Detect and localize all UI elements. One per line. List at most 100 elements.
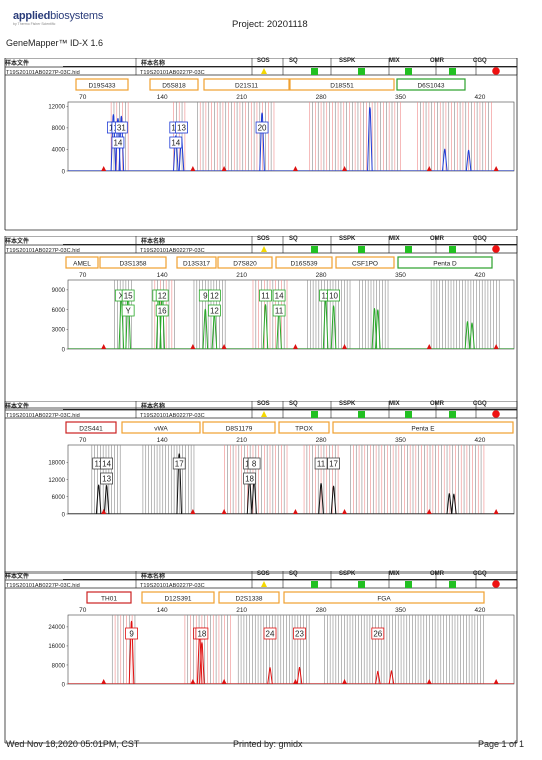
marker-label: AMEL [73, 261, 91, 268]
allele-label-box [371, 627, 385, 640]
allele-label-lower: 14 [113, 139, 122, 148]
mix-flag-green [405, 68, 412, 75]
x-tick-label: 420 [475, 607, 486, 614]
y-tick-label: 9000 [52, 288, 66, 294]
col-sos: SOS [257, 571, 270, 577]
allele-label-lower: 18 [245, 475, 254, 484]
peak [441, 148, 448, 172]
marker-box [278, 421, 330, 434]
marker-box [86, 591, 132, 604]
plot-frame [67, 101, 515, 172]
marker-label: D16S539 [290, 261, 317, 268]
col-omr: OMR [430, 401, 444, 407]
x-tick-label: 70 [79, 437, 87, 444]
artifact-triangle [426, 344, 432, 349]
x-tick-label: 420 [475, 272, 486, 279]
allele-label-box [259, 289, 272, 302]
allele-label: 18 [197, 630, 206, 639]
allele-label: 11 [321, 292, 330, 301]
x-tick-label: 140 [157, 607, 168, 614]
allele-label: 9 [129, 630, 134, 639]
peak [118, 115, 125, 172]
electropherogram-black: T19S20101AB0227P-03C.hid T19S20101AB0227P… [4, 401, 518, 574]
plot-frame [67, 279, 515, 350]
peak [367, 107, 373, 172]
peak [296, 667, 303, 685]
artifact-triangle [493, 679, 499, 684]
allele-label-box [121, 289, 135, 302]
allele-label-lower: 13 [102, 475, 111, 484]
peak [469, 322, 475, 350]
x-tick-label: 420 [475, 94, 486, 101]
allele-label-box [125, 627, 138, 640]
allele-label-lower: Y [125, 307, 131, 316]
col-cgq: CGQ [473, 571, 487, 577]
x-tick-label: 140 [157, 94, 168, 101]
applied-biosystems-logo: appliedbiosystems by Thermo Fisher Scien… [13, 10, 103, 26]
marker-label: D12S391 [164, 596, 191, 603]
col-cgq: CGQ [473, 58, 487, 64]
marker-label: D18S51 [330, 83, 354, 90]
marker-box [218, 591, 280, 604]
marker-box [396, 78, 466, 91]
allele-label-box-lower [111, 136, 125, 149]
allele-label-lower: 12 [210, 307, 219, 316]
peak [318, 483, 324, 515]
col-sample-name: 样本名称 [141, 239, 166, 245]
peak [388, 670, 395, 685]
artifact-triangle [426, 679, 432, 684]
artifact-triangle [190, 679, 196, 684]
peak [128, 620, 135, 685]
logo-subtext: by Thermo Fisher Scientific [13, 22, 56, 26]
allele-label: 20 [258, 124, 267, 133]
omr-flag-green [449, 68, 456, 75]
marker-box [202, 421, 276, 434]
col-sq: SQ [289, 58, 298, 64]
col-mix: MIX [389, 236, 400, 242]
x-tick-label: 70 [79, 607, 87, 614]
x-tick-label: 280 [316, 607, 327, 614]
sspk-flag-green [358, 246, 365, 253]
allele-label: 12 [210, 292, 219, 301]
peak [110, 114, 117, 172]
y-tick-label: 0 [62, 512, 66, 518]
y-tick-label: 12000 [48, 105, 65, 111]
y-tick-label: 4000 [52, 148, 66, 154]
allele-label-box-lower [121, 304, 135, 317]
peak [259, 112, 265, 172]
allele-label: 14 [275, 292, 284, 301]
sq-flag-green [311, 68, 318, 75]
allele-label-box-lower [155, 304, 169, 317]
column-header-row: 样本文件 样本名称 SOS SQ SSPK MIX OMR CGQ [5, 58, 517, 67]
artifact-triangle [101, 166, 107, 171]
cgq-flag-red [492, 410, 500, 418]
x-tick-label: 210 [236, 272, 247, 279]
marker-box [176, 256, 217, 269]
col-sq: SQ [289, 401, 298, 407]
marker-label: D13S317 [183, 261, 210, 268]
allele-label: 17 [329, 460, 338, 469]
marker-box [65, 256, 99, 269]
col-omr: OMR [430, 58, 444, 64]
allele-label-box [172, 457, 186, 470]
allele-label: 31 [117, 124, 126, 133]
allele-label: 8 [252, 460, 257, 469]
col-sq: SQ [289, 236, 298, 242]
peak [330, 305, 337, 350]
marker-box [332, 421, 514, 434]
allele-label: 13 [177, 124, 186, 133]
sample-name-value: T19S20101AB0227P-03C [140, 70, 205, 76]
allele-label: 9 [203, 292, 208, 301]
artifact-triangle [493, 166, 499, 171]
y-tick-label: 6000 [52, 308, 66, 314]
logo-text: applied [13, 10, 51, 22]
x-tick-label: 210 [236, 607, 247, 614]
sos-flag-yellow [261, 68, 267, 74]
y-tick-label: 12000 [48, 478, 65, 484]
marker-label: D6S1043 [417, 83, 444, 90]
electropherogram-green: T19S20101AB0227P-03C.hid T19S20101AB0227P… [4, 236, 518, 409]
marker-box [283, 591, 485, 604]
marker-label: D8S1179 [226, 426, 253, 433]
allele-label-box [114, 121, 128, 134]
peak [176, 453, 183, 515]
